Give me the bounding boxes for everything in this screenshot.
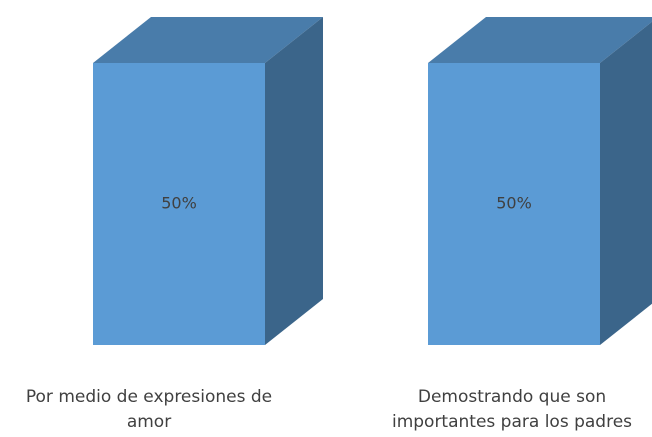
bar-side [600,21,652,345]
data-label: 50% [496,194,532,213]
bar-top [428,17,652,63]
data-label: 50% [161,194,197,213]
bar-side [265,17,323,345]
bar [428,63,600,345]
bar [93,63,265,345]
x-tick-label: Por medio de expresiones de amor [25,387,273,432]
x-tick-label: Demostrando que son importantes para los… [391,387,633,432]
bar-top [93,17,323,63]
